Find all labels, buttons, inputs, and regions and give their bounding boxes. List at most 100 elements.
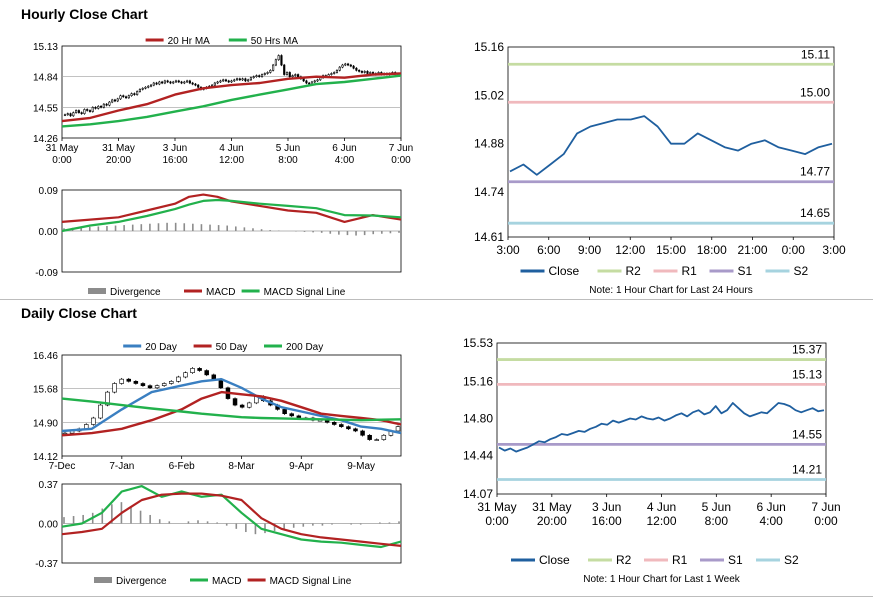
hourly_ma-candle-body — [260, 74, 264, 77]
daily_ma-frame — [61, 354, 402, 457]
daily_ma-candle-body — [289, 413, 294, 417]
daily_pivots-x-tick-label: 0:00 — [814, 514, 838, 528]
hourly_ma-candle-body — [233, 79, 236, 82]
daily_pivots-y-tick-label: 15.53 — [463, 336, 493, 350]
hourly_pivots-y-tick-label: 15.16 — [474, 40, 504, 54]
hourly_ma-candle-body — [213, 82, 216, 86]
hourly_ma-candle-body — [130, 93, 133, 97]
daily_ma-x-tick-label: 9-Apr — [289, 461, 314, 472]
daily_pivots-legend-label: R2 — [616, 553, 632, 567]
hourly_pivots-level-label: 15.00 — [800, 85, 830, 99]
daily_macd-legend-swatch — [94, 577, 112, 583]
hourly_ma-candle-body — [69, 113, 72, 117]
hourly_pivots-x-tick-label: 15:00 — [656, 243, 686, 257]
hourly_ma-candle-body — [263, 73, 266, 75]
hourly_ma-candle-body — [163, 80, 166, 84]
daily_pivots-x-tick-label: 31 May — [532, 500, 571, 514]
hourly_ma-candle-body — [63, 114, 67, 117]
daily_pivots-y-tick-label: 14.44 — [463, 449, 493, 463]
hourly_ma-candle-body — [352, 65, 355, 69]
hourly_ma-candle-body — [197, 84, 200, 88]
hourly_ma-candle-body — [308, 82, 311, 85]
hourly_ma-candle-body — [122, 95, 125, 98]
hourly_pivots-legend-label: Close — [549, 264, 580, 278]
daily_ma-candle-body — [197, 368, 202, 371]
hourly_ma-candle-body — [241, 78, 244, 81]
daily_pivots-level-label: 14.21 — [792, 463, 822, 477]
hourly_ma-candle-body — [111, 99, 114, 103]
hourly_ma-candle-body — [211, 84, 214, 87]
hourly_ma-candle-body — [124, 96, 128, 99]
hourly_ma-candle-body — [169, 81, 172, 84]
hourly_ma-candle-body — [272, 64, 275, 71]
hourly_ma-candle-body — [80, 112, 83, 114]
daily_ma-candle-body — [232, 398, 238, 406]
hourly_ma-candle-body — [127, 95, 130, 99]
daily_ma-series-200-day — [61, 397, 402, 422]
hourly_ma-candle-body — [72, 112, 75, 117]
hourly_ma-candle-body — [274, 59, 277, 66]
hourly_ma-candle-body — [108, 101, 111, 106]
hourly_ma-candle-body — [344, 63, 347, 66]
hourly_ma-candle-body — [219, 80, 222, 83]
hourly_ma-candle-body — [355, 67, 358, 71]
daily_macd-y-tick-label: 0.37 — [39, 480, 59, 491]
hourly_pivots-x-tick-label: 9:00 — [578, 243, 602, 257]
hourly_ma-x-tick-label: 6 Jun — [332, 143, 356, 154]
daily_ma-y-tick-label: 14.12 — [33, 452, 58, 463]
hourly_ma-candle-body — [235, 78, 239, 81]
daily-section-title: Daily Close Chart — [21, 305, 137, 321]
hourly_macd-y-tick-label: 0.09 — [39, 186, 59, 197]
hourly_ma-candle-body — [277, 55, 280, 61]
hourly_ma-candle-body — [291, 75, 294, 77]
hourly_ma-candle-body — [113, 99, 117, 102]
hourly_ma-candle-body — [247, 79, 250, 82]
hourly_pivots-x-tick-label: 0:00 — [782, 243, 806, 257]
daily_ma-candle-body — [367, 434, 372, 440]
hourly_ma-candle-body — [258, 75, 261, 77]
daily_ma-candle-body — [112, 383, 117, 393]
hourly_ma-candle-body — [346, 63, 350, 66]
daily_macd-legend-label: MACD Signal Line — [270, 576, 352, 587]
hourly_pivots-x-tick-label: 12:00 — [615, 243, 645, 257]
daily_ma-candle-body — [339, 424, 344, 427]
daily_ma-candle-body — [374, 439, 379, 441]
hourly_ma-candle-body — [88, 110, 92, 112]
daily_ma-y-tick-label: 15.68 — [33, 385, 58, 396]
daily_ma-candle-body — [395, 426, 401, 432]
hourly_ma-candle-body — [133, 93, 136, 95]
daily_pivots-x-tick-label: 0:00 — [485, 514, 509, 528]
daily_ma-candle-body — [147, 385, 153, 389]
hourly_pivots-level-label: 14.77 — [800, 165, 830, 179]
hourly_ma-candle-body — [144, 86, 147, 89]
hourly_macd-y-tick-label: -0.09 — [35, 268, 58, 279]
hourly_pivots-level-label: 14.65 — [800, 206, 830, 220]
hourly_macd-series-macd-signal-line — [61, 198, 402, 233]
daily_ma-candle-body — [204, 370, 209, 376]
hourly_ma-series-50-hrs-ma — [61, 74, 402, 128]
hourly_ma-candle-body — [349, 64, 352, 67]
daily_ma-candle-body — [161, 383, 167, 386]
daily_pivots-x-tick-label: 12:00 — [646, 514, 676, 528]
hourly_ma-candle-body — [66, 113, 69, 116]
daily_pivots-y-tick-label: 14.80 — [463, 412, 493, 426]
hourly_ma-candle-body — [147, 85, 150, 88]
hourly_ma-candle-body — [186, 80, 189, 83]
daily_ma-candle-body — [154, 385, 160, 389]
daily_ma-candle-body — [190, 368, 195, 373]
hourly_ma-candle-body — [83, 109, 86, 114]
hourly_ma-x-tick-label: 7 Jun — [389, 143, 413, 154]
hourly_ma-candle-body — [313, 80, 316, 83]
hourly_macd-series-macd — [61, 193, 402, 223]
hourly_macd-legend-label: Divergence — [110, 287, 161, 298]
daily_ma-candle-body — [246, 402, 252, 408]
hourly_ma-candle-body — [227, 80, 230, 83]
hourly_ma-candle-body — [305, 80, 308, 84]
daily_ma-legend-label: 200 Day — [286, 342, 323, 353]
hourly_ma-candle-body — [188, 80, 191, 84]
hourly_ma-x-tick-label: 0:00 — [391, 155, 411, 166]
hourly_ma-candle-body — [330, 73, 333, 75]
daily_pivots-x-tick-label: 4:00 — [759, 514, 783, 528]
hourly_ma-candle-body — [119, 95, 122, 100]
hourly_ma-candle-body — [338, 66, 341, 71]
